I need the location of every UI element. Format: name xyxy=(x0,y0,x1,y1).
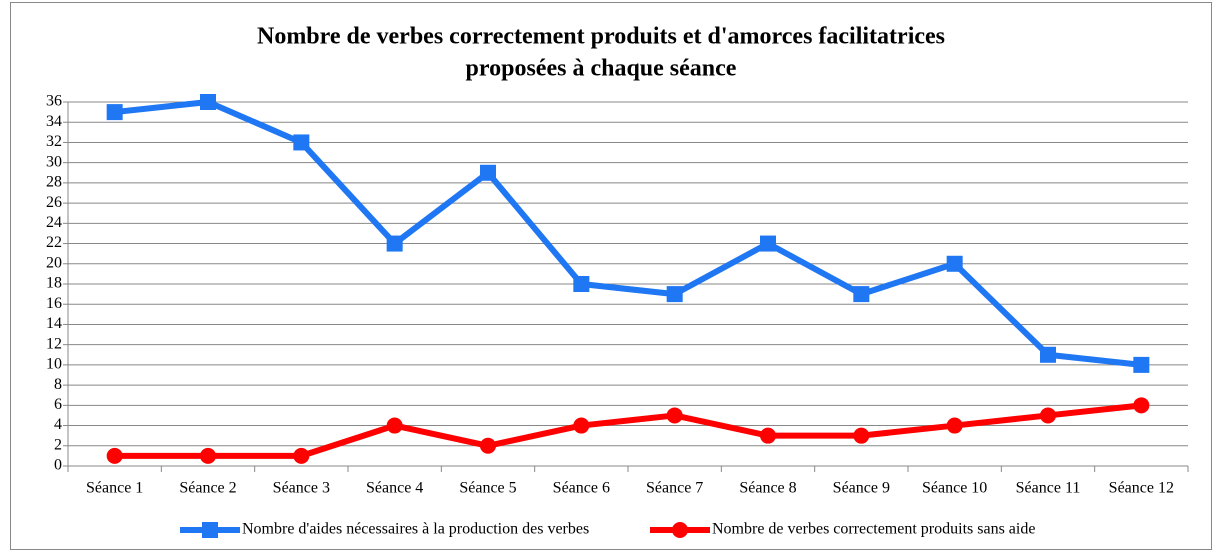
y-tick-label: 34 xyxy=(46,113,62,130)
data-point xyxy=(946,255,963,272)
chart-title: proposées à chaque séance xyxy=(466,56,737,82)
x-tick-label: Séance 4 xyxy=(366,480,423,497)
x-tick-label: Séance 3 xyxy=(273,480,330,497)
x-tick-label: Séance 6 xyxy=(553,480,610,497)
data-point xyxy=(106,104,123,121)
y-tick-label: 14 xyxy=(46,315,62,332)
data-point xyxy=(573,276,590,292)
y-tick-label: 18 xyxy=(46,275,62,292)
chart-border xyxy=(10,2,1212,550)
x-tick-label: Séance 1 xyxy=(86,480,143,497)
data-point xyxy=(386,417,403,434)
legend-label: Nombre d'aides nécessaires à la producti… xyxy=(242,521,589,538)
y-tick-label: 8 xyxy=(54,376,62,393)
legend-marker xyxy=(202,522,218,538)
y-tick-label: 16 xyxy=(46,295,62,312)
legend-marker xyxy=(672,522,688,538)
x-tick-label: Séance 10 xyxy=(922,480,987,497)
data-point xyxy=(853,427,870,444)
chart-title: Nombre de verbes correctement produits e… xyxy=(257,24,945,50)
data-point xyxy=(853,286,870,303)
data-point xyxy=(480,437,496,454)
series-line xyxy=(114,402,1142,459)
data-point xyxy=(386,235,403,252)
x-tick-label: Séance 7 xyxy=(646,480,703,497)
series-line xyxy=(114,99,1142,368)
data-point xyxy=(106,447,123,464)
data-point xyxy=(573,417,590,434)
x-tick-label: Séance 2 xyxy=(179,480,236,497)
y-tick-label: 6 xyxy=(54,396,62,413)
data-point xyxy=(1133,356,1150,373)
y-tick-label: 28 xyxy=(46,174,62,191)
y-tick-label: 0 xyxy=(54,457,62,474)
data-point xyxy=(200,447,216,464)
data-point xyxy=(480,164,496,181)
x-tick-label: Séance 8 xyxy=(739,480,796,497)
x-tick-label: Séance 9 xyxy=(833,480,890,497)
y-tick-label: 22 xyxy=(46,234,62,251)
y-tick-label: 12 xyxy=(46,335,62,352)
y-tick-label: 32 xyxy=(46,133,62,150)
y-tick-label: 24 xyxy=(46,214,62,231)
data-point xyxy=(760,427,776,444)
y-tick-label: 30 xyxy=(46,153,62,170)
data-point xyxy=(1040,407,1056,424)
x-tick-label: Séance 5 xyxy=(459,480,516,497)
y-tick-label: 2 xyxy=(54,436,62,453)
data-point xyxy=(293,447,310,464)
legend-label: Nombre de verbes correctement produits s… xyxy=(712,521,1035,538)
data-point xyxy=(293,134,310,151)
y-tick-label: 4 xyxy=(54,416,62,433)
data-point xyxy=(666,407,683,424)
y-tick-label: 36 xyxy=(46,93,62,110)
data-point xyxy=(200,94,216,110)
y-tick-label: 20 xyxy=(46,254,62,271)
x-tick-label: Séance 11 xyxy=(1016,480,1081,497)
y-tick-label: 26 xyxy=(46,194,62,211)
y-tick-label: 10 xyxy=(46,356,62,373)
data-point xyxy=(1040,346,1056,363)
data-point xyxy=(946,417,963,434)
x-tick-label: Séance 12 xyxy=(1109,480,1174,497)
data-point xyxy=(1133,397,1150,414)
data-point xyxy=(760,235,776,252)
data-point xyxy=(666,286,683,303)
